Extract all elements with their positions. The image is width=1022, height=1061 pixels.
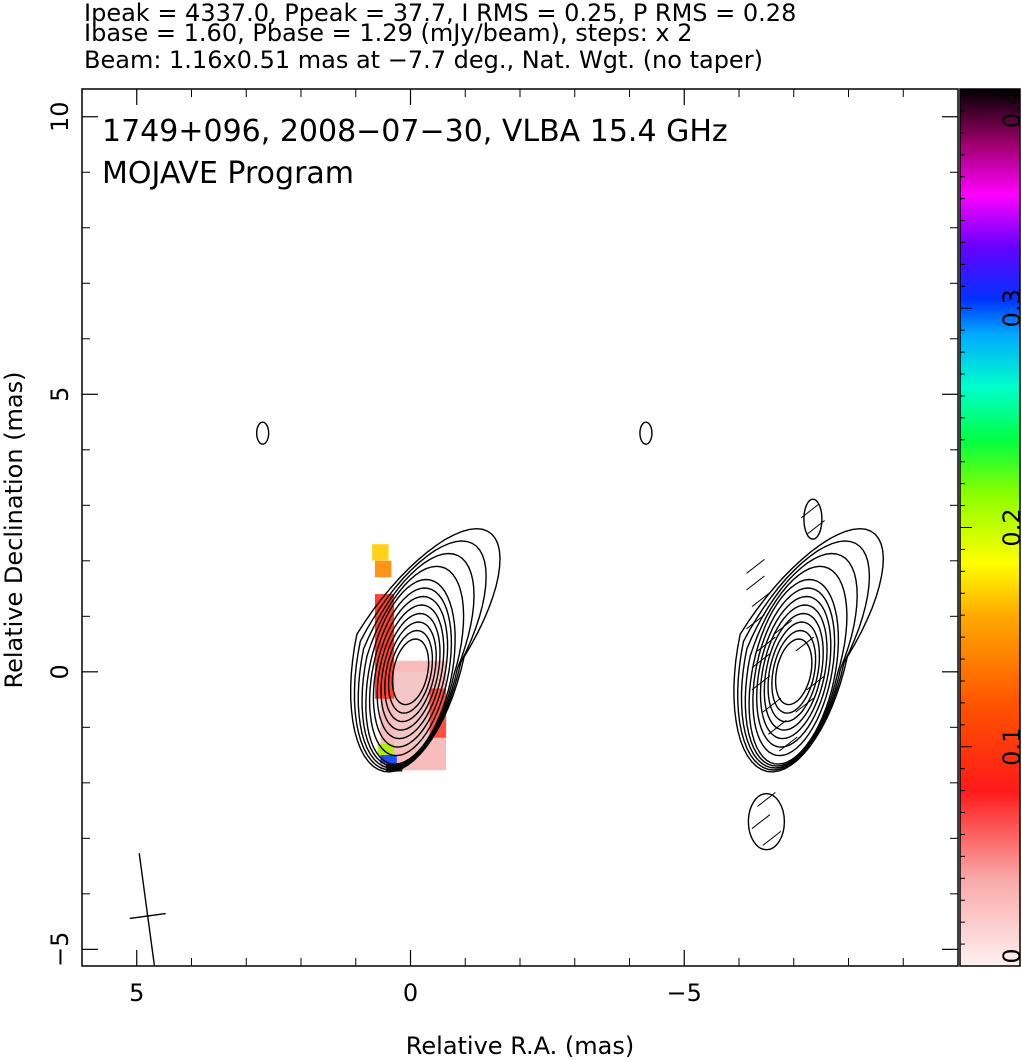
intensity-contour — [744, 565, 848, 767]
intensity-contour — [384, 621, 437, 723]
evpa-vector — [800, 503, 820, 519]
chart-title-program: MOJAVE Program — [102, 156, 354, 191]
x-tick-label: −5 — [667, 979, 702, 1007]
polarization-fraction-pixel — [394, 671, 427, 749]
evpa-vector — [746, 614, 765, 630]
evpa-vector — [795, 636, 815, 652]
evpa-vector — [806, 675, 825, 691]
polarization-fraction-pixel — [377, 743, 395, 755]
intensity-contour — [733, 527, 885, 773]
intensity-contour — [357, 552, 475, 769]
intensity-contour — [391, 638, 430, 706]
intensity-contour — [365, 578, 456, 765]
intensity-contour — [748, 578, 840, 765]
intensity-contour — [736, 540, 871, 771]
evpa-vector — [795, 697, 815, 713]
y-axis-label: Relative Declination (mas) — [0, 371, 28, 688]
beam-minor-axis — [129, 912, 166, 920]
colorbar-axis: 0 0.1 0.2 0.3 0.4 — [960, 88, 1022, 967]
intensity-contour — [759, 604, 828, 740]
x-tick-label: 0 — [403, 979, 418, 1007]
intensity-contour — [372, 595, 449, 748]
intensity-contour — [361, 565, 465, 767]
intensity-contour — [755, 595, 832, 748]
noise-contour — [255, 421, 270, 445]
evpa-vector — [751, 675, 771, 691]
y-tick-label: 5 — [46, 387, 74, 402]
evpa-vector — [762, 830, 782, 846]
evpa-vector — [757, 792, 776, 807]
evpa-vector — [768, 719, 787, 735]
intensity-contour — [368, 587, 453, 757]
intensity-contour — [380, 612, 441, 731]
intensity-contour — [763, 612, 824, 731]
y-tick-label: 10 — [46, 101, 74, 132]
polarized-contour-north — [803, 498, 823, 540]
colorbar-tick-label: 0.1 — [998, 728, 1022, 766]
polarization-fraction-pixel — [372, 544, 389, 561]
map-layer — [129, 421, 885, 966]
x-axis-label: Relative R.A. (mas) — [406, 1032, 634, 1060]
intensity-contour — [774, 638, 813, 706]
polarization-fraction-pixel — [374, 560, 392, 578]
x-tick-label: 5 — [129, 979, 144, 1007]
noise-contour — [639, 421, 653, 445]
evpa-vector — [762, 697, 782, 713]
y-tick-label: −5 — [46, 932, 74, 967]
axis-layer: 5 0 −5 10 5 0 −5 — [46, 89, 958, 1007]
evpa-vector — [806, 520, 825, 535]
colorbar-tick-label: 0.2 — [998, 508, 1022, 546]
evpa-vector — [746, 558, 765, 574]
colorbar-tick-label: 0.4 — [998, 90, 1022, 128]
stats-header-line1: Ipeak = 4337.0, Ppeak = 37.7, I RMS = 0.… — [84, 0, 797, 27]
chart-title-source: 1749+096, 2008−07−30, VLBA 15.4 GHz — [102, 114, 728, 149]
intensity-contour — [376, 604, 445, 740]
y-tick-label: 0 — [46, 664, 74, 679]
polarization-fraction-pixel — [380, 755, 397, 764]
evpa-vector — [751, 592, 771, 608]
intensity-contour — [767, 621, 821, 723]
evpa-vector — [773, 620, 793, 635]
beam-header-line3: Beam: 1.16x0.51 mas at −7.7 deg., Nat. W… — [84, 46, 763, 74]
evpa-vector — [778, 736, 798, 752]
colorbar-tick-label: 0 — [998, 948, 1022, 963]
polarized-contour-south — [747, 792, 786, 851]
evpa-vector — [751, 814, 771, 830]
intensity-contour — [740, 552, 858, 769]
evpa-vector — [746, 575, 765, 591]
evpa-vector — [751, 653, 771, 669]
colorbar-tick-label: 0.3 — [998, 289, 1022, 327]
plot-frame — [81, 88, 959, 967]
intensity-contour — [350, 527, 501, 773]
evpa-vector — [757, 636, 776, 652]
intensity-contour — [353, 540, 487, 771]
stats-header-line2: Ibase = 1.60, Pbase = 1.29 (mJy/beam), s… — [84, 19, 693, 47]
intensity-contour — [387, 629, 434, 714]
